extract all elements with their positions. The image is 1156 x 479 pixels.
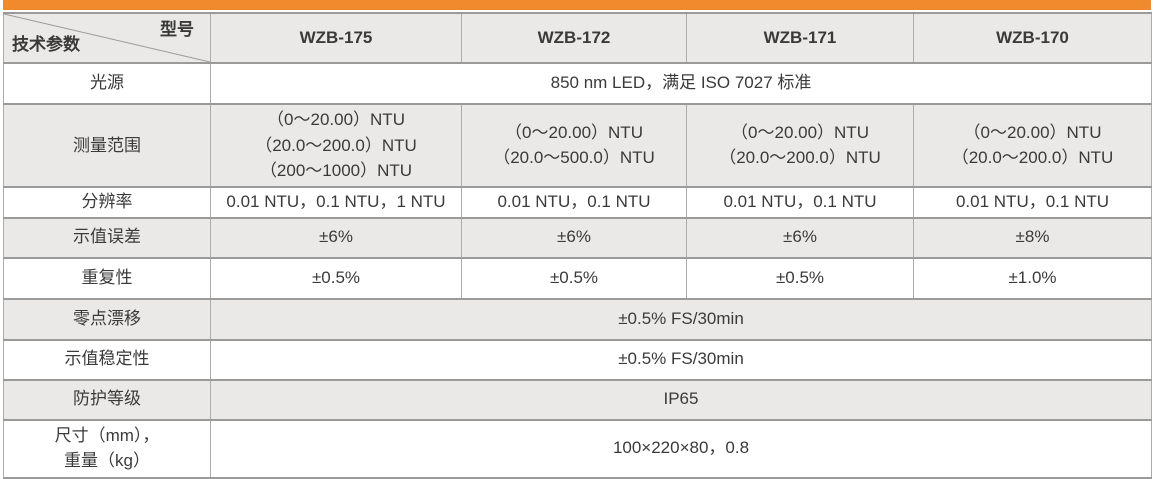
spec-value-range-wzb-175: （0～20.00）NTU （20.0～200.0）NTU （200～1000）N… <box>210 103 462 188</box>
param-label-repeatability: 重复性 <box>3 256 211 300</box>
param-label-indication-stability: 示值稳定性 <box>3 338 211 381</box>
spec-value-error-wzb-171: ±6% <box>686 216 914 259</box>
spec-value-zero-drift: ±0.5% FS/30min <box>210 297 1152 341</box>
corner-label-parameters: 技术参数 <box>12 35 80 55</box>
spec-value-resolution-wzb-172: 0.01 NTU，0.1 NTU <box>461 185 687 219</box>
spec-value-repeatability-wzb-170: ±1.0% <box>913 256 1152 300</box>
param-label-resolution: 分辨率 <box>3 185 211 219</box>
param-label-dimensions-weight: 尺寸（mm）， 重量（kg） <box>3 418 211 479</box>
table-row-repeatability: 重复性 ±0.5% ±0.5% ±0.5% ±1.0% <box>3 256 1152 300</box>
spec-value-repeatability-wzb-171: ±0.5% <box>686 256 914 300</box>
table-row-dimensions-weight: 尺寸（mm）， 重量（kg） 100×220×80，0.8 <box>3 418 1152 479</box>
corner-label-model: 型号 <box>160 20 194 39</box>
spec-value-range-wzb-170: （0～20.00）NTU （20.0～200.0）NTU <box>913 103 1152 188</box>
spec-table: 型号 技术参数 WZB-175 WZB-172 WZB-171 WZB-170 … <box>3 12 1152 479</box>
param-label-zero-drift: 零点漂移 <box>3 297 211 341</box>
spec-value-error-wzb-175: ±6% <box>210 216 462 259</box>
spec-value-resolution-wzb-175: 0.01 NTU，0.1 NTU，1 NTU <box>210 185 462 219</box>
spec-value-repeatability-wzb-175: ±0.5% <box>210 256 462 300</box>
param-label-measuring-range: 测量范围 <box>3 103 211 188</box>
spec-value-indication-stability: ±0.5% FS/30min <box>210 338 1152 381</box>
model-header-wzb-172: WZB-172 <box>461 12 687 64</box>
corner-header-cell: 型号 技术参数 <box>3 12 211 64</box>
table-row-zero-drift: 零点漂移 ±0.5% FS/30min <box>3 297 1152 341</box>
model-header-wzb-171: WZB-171 <box>686 12 914 64</box>
spec-value-repeatability-wzb-172: ±0.5% <box>461 256 687 300</box>
param-label-light-source: 光源 <box>3 62 211 105</box>
spec-value-range-wzb-172: （0～20.00）NTU （20.0～500.0）NTU <box>461 103 687 188</box>
table-header-row: 型号 技术参数 WZB-175 WZB-172 WZB-171 WZB-170 <box>3 12 1152 64</box>
table-row-light-source: 光源 850 nm LED，满足 ISO 7027 标准 <box>3 62 1152 105</box>
model-header-wzb-175: WZB-175 <box>210 12 462 64</box>
param-label-protection-rating: 防护等级 <box>3 378 211 421</box>
table-row-protection-rating: 防护等级 IP65 <box>3 378 1152 421</box>
spec-value-dimensions-weight: 100×220×80，0.8 <box>210 418 1152 479</box>
spec-value-range-wzb-171: （0～20.00）NTU （20.0～200.0）NTU <box>686 103 914 188</box>
spec-value-error-wzb-172: ±6% <box>461 216 687 259</box>
spec-value-light-source: 850 nm LED，满足 ISO 7027 标准 <box>210 62 1152 105</box>
model-header-wzb-170: WZB-170 <box>913 12 1152 64</box>
param-label-indication-error: 示值误差 <box>3 216 211 259</box>
table-row-resolution: 分辨率 0.01 NTU，0.1 NTU，1 NTU 0.01 NTU，0.1 … <box>3 185 1152 219</box>
diagonal-divider <box>4 14 210 62</box>
accent-bar <box>3 0 1151 10</box>
table-row-measuring-range: 测量范围 （0～20.00）NTU （20.0～200.0）NTU （200～1… <box>3 103 1152 188</box>
spec-value-error-wzb-170: ±8% <box>913 216 1152 259</box>
table-row-indication-error: 示值误差 ±6% ±6% ±6% ±8% <box>3 216 1152 259</box>
spec-value-resolution-wzb-171: 0.01 NTU，0.1 NTU <box>686 185 914 219</box>
spec-value-resolution-wzb-170: 0.01 NTU，0.1 NTU <box>913 185 1152 219</box>
table-row-indication-stability: 示值稳定性 ±0.5% FS/30min <box>3 338 1152 381</box>
spec-value-protection-rating: IP65 <box>210 378 1152 421</box>
